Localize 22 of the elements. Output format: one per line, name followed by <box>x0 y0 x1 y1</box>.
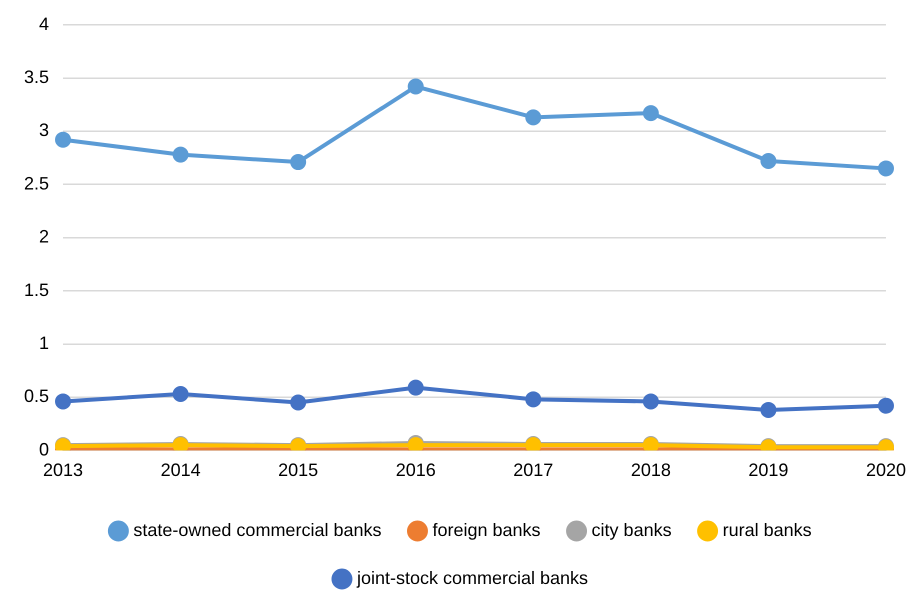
x-tick-label: 2020 <box>866 460 906 480</box>
y-tick-label: 1.5 <box>24 280 50 300</box>
x-tick-label: 2014 <box>160 460 201 480</box>
y-tick-label: 2 <box>39 226 50 247</box>
x-tick-label: 2015 <box>278 460 318 480</box>
legend-label: joint-stock commercial banks <box>356 568 588 588</box>
y-tick-label: 3 <box>39 120 50 140</box>
legend-label: city banks <box>592 520 672 540</box>
y-tick-label: 3.5 <box>24 66 50 87</box>
legend-label: state-owned commercial banks <box>133 520 382 540</box>
x-tick-label: 2013 <box>43 460 84 480</box>
legend-label: rural banks <box>722 520 812 540</box>
y-tick-label: 1 <box>39 332 50 353</box>
x-tick-label: 2019 <box>748 460 788 480</box>
y-tick-label: 0.5 <box>24 386 50 406</box>
x-tick-label: 2016 <box>396 460 436 480</box>
x-tick-label: 2018 <box>630 460 671 480</box>
y-tick-label: 2.5 <box>24 173 50 194</box>
y-tick-label: 4 <box>39 14 50 34</box>
legend-label: foreign banks <box>432 520 541 540</box>
y-tick-label: 0 <box>39 439 50 460</box>
x-tick-label: 2017 <box>513 460 554 480</box>
